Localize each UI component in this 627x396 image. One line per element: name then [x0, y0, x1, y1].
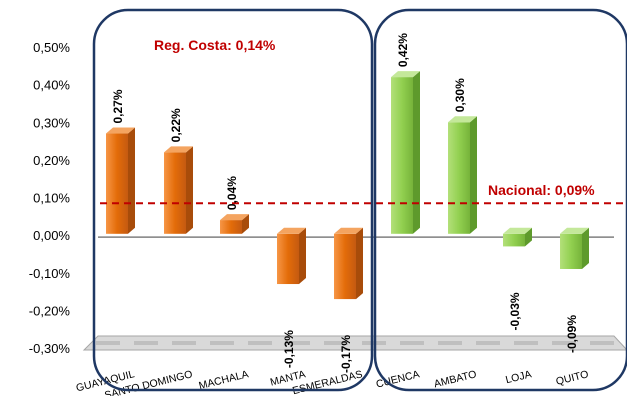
bar-loja: [503, 227, 532, 247]
bar-front: [560, 233, 582, 269]
bar-quito: [560, 227, 589, 269]
bar-top: [391, 71, 420, 78]
data-label: 0,04%: [225, 176, 239, 210]
y-tick-label: 0,00%: [33, 228, 70, 243]
floor-dash: [438, 341, 462, 345]
floor-dash: [514, 341, 538, 345]
floor-dash: [324, 341, 348, 345]
category-label: AMBATO: [433, 368, 478, 390]
floor-dash: [248, 341, 272, 345]
bar-front: [503, 233, 525, 247]
y-tick-label: 0,50%: [33, 40, 70, 55]
floor-dash: [286, 341, 310, 345]
bar-front: [220, 220, 242, 234]
y-axis-ticks: 0,50% 0,40% 0,30% 0,20% 0,10% 0,00% -0,10% -0,2…: [29, 40, 71, 356]
sierra-group-frame: [373, 8, 627, 392]
chart-floor: [82, 335, 627, 351]
floor-dash: [552, 341, 576, 345]
y-tick-label: 0,40%: [33, 78, 70, 93]
bar-front: [391, 77, 413, 234]
bar-manta: [277, 227, 306, 285]
bar-front: [164, 152, 186, 234]
y-tick-label: -0,10%: [29, 266, 71, 281]
national-annotation: Nacional: 0,09%: [488, 182, 595, 198]
category-label: QUITO: [555, 368, 590, 388]
category-label: MACHALA: [198, 368, 250, 392]
bar-side: [128, 127, 135, 234]
bars: [106, 71, 589, 300]
bar-top: [106, 127, 135, 134]
bar-top: [164, 146, 193, 153]
bar-esmeraldas: [334, 227, 363, 300]
y-tick-label: -0,20%: [29, 303, 71, 318]
bar-santo-domingo: [164, 146, 193, 234]
floor-dash: [400, 341, 424, 345]
costa-group-frame: [92, 8, 374, 392]
category-label: LOJA: [504, 368, 532, 386]
bar-front: [277, 233, 299, 285]
floor-dash: [134, 341, 158, 345]
bar-machala: [220, 214, 249, 234]
bar-ambato: [448, 116, 477, 234]
floor-dash: [96, 341, 120, 345]
bar-side: [242, 214, 249, 234]
bar-top: [448, 116, 477, 123]
data-label: -0,03%: [508, 292, 522, 330]
bar-top: [503, 227, 532, 234]
bar-top: [560, 227, 589, 234]
data-label: 0,27%: [111, 89, 125, 123]
bar-side: [470, 116, 477, 234]
bar-top: [334, 227, 363, 234]
bar-side: [356, 227, 363, 300]
costa-annotation: Reg. Costa: 0,14%: [154, 37, 276, 53]
bar-side: [582, 227, 589, 269]
bar-cuenca: [391, 71, 420, 234]
data-label: 0,22%: [169, 108, 183, 142]
data-label: 0,42%: [396, 33, 410, 67]
y-tick-label: 0,30%: [33, 115, 70, 130]
bar-front: [106, 133, 128, 234]
bar-top: [220, 214, 249, 221]
data-label: -0,13%: [282, 330, 296, 368]
bar-side: [525, 227, 532, 247]
y-tick-label: 0,10%: [33, 191, 70, 206]
bar-side: [413, 71, 420, 234]
bar-side: [299, 227, 306, 285]
floor-dash: [210, 341, 234, 345]
floor-dash: [590, 341, 614, 345]
y-tick-label: -0,30%: [29, 341, 71, 356]
data-labels: 0,27% 0,22% 0,04% -0,13% -0,17% 0,42% 0,30% -0,…: [111, 33, 579, 373]
bar-top: [277, 227, 306, 234]
data-label: 0,30%: [453, 78, 467, 112]
bar-front: [448, 122, 470, 234]
floor-dash: [476, 341, 500, 345]
bar-guayaquil: [106, 127, 135, 234]
floor-dash: [172, 341, 196, 345]
y-tick-label: 0,20%: [33, 153, 70, 168]
bar-side: [186, 146, 193, 234]
bar-front: [334, 233, 356, 300]
data-label: -0,09%: [565, 315, 579, 353]
data-label: -0,17%: [339, 335, 353, 373]
